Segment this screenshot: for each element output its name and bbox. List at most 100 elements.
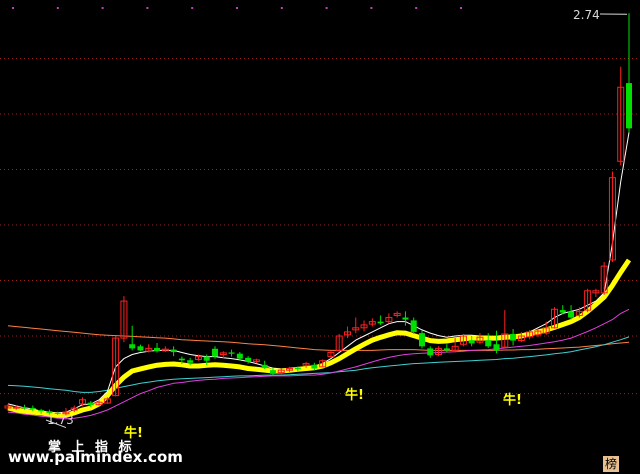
candle-body-up [194,356,202,360]
candle-body-down [443,348,450,351]
indicator-name: 掌 上 指 标 [48,440,135,455]
white-series [7,132,630,414]
candle-body-up [286,368,294,371]
candle-body-down [129,344,136,349]
candle-body-down [311,364,318,369]
top-marker-dot [12,7,14,9]
candle-body-down [402,317,409,320]
candle-body-down [236,353,243,359]
candle-body-up [575,310,583,316]
candle-body-down [87,402,94,406]
candle-body-down [568,311,575,318]
candle-body-up [319,360,327,368]
candle-body-down [294,367,301,370]
candle-body-up [501,333,509,348]
candle-body-up [526,331,534,338]
candle-body-up [335,335,343,351]
candle-body-up [592,290,600,294]
candle-body-down [212,348,218,357]
candle-body-up [252,359,260,363]
candle-body-down [559,310,566,313]
candle-body-up [476,336,484,343]
candle-body-up [617,86,625,162]
orange-series [7,325,630,351]
candle-body-down [137,346,144,351]
candle-body-up [459,335,467,345]
candle-body-up [161,348,169,352]
candle-body-up [550,308,558,329]
candle-body-down [493,344,500,351]
top-marker-dot [370,7,373,9]
candle-body-down [485,340,492,347]
candle-body-up [360,324,368,329]
candle-body-up [70,407,78,411]
candle-body-down [178,358,185,361]
candle-body-up [277,369,285,374]
candle-body-down [21,407,28,409]
candle-body-down [261,364,268,369]
candle-body-up [542,327,550,334]
top-marker-dot [146,7,149,9]
top-marker-dot [325,7,328,9]
corner-badge: 榜 [603,456,619,472]
buy-signal-label: 牛! [345,388,364,403]
candle-body-up [600,265,608,294]
candle-body-up [145,347,153,352]
candle-body-down [203,356,210,361]
top-marker-dot [236,7,238,9]
watermark-url: www.palmindex.com [8,448,183,466]
candle-body-up [584,290,592,311]
candle-body-down [468,340,475,344]
candle-body-up [79,399,87,405]
candle-body-up [103,398,111,404]
candle-body-up [534,330,542,336]
candle-body-up [393,312,401,316]
thick-yellow-series [7,258,632,418]
candle-body-up [327,351,335,358]
candle-body-down [29,407,36,409]
magenta-series [7,308,630,420]
candle-body-down [228,352,235,354]
candle-body-up [95,401,103,406]
candle-body-up [120,300,128,339]
candle-body-down [410,320,417,332]
candle-body-down [419,333,425,347]
candle-body-down [46,411,53,413]
candle-body-down [187,360,194,363]
candle-body-down [626,83,632,129]
candle-body-up [368,321,376,325]
top-marker-dot [101,7,104,9]
candle-body-down [245,357,252,362]
candle-body-up [62,411,70,415]
candle-body-up [435,347,443,356]
candle-body-up [385,317,393,323]
candle-body-up [302,363,310,366]
max-price-label: 2.74 [573,8,600,22]
candle-body-up [12,406,20,409]
top-marker-dot [191,7,194,9]
top-marker-dot [280,7,283,9]
candle-body-down [38,410,45,412]
candle-body-up [451,345,459,351]
buy-signal-label: 牛! [124,426,143,441]
candle-body-down [269,370,276,374]
candle-body-up [219,352,227,356]
candle-body-down [510,333,517,341]
candle-body-up [343,331,351,336]
min-price-pointer [45,419,67,429]
candle-body-up [352,327,360,331]
candle-body-up [112,337,120,397]
buy-signal-label: 牛! [503,393,522,408]
top-marker-dot [415,7,418,9]
min-price-label: 1.73 [47,413,74,427]
top-marker-dot [56,7,59,9]
candle-body-down [170,349,177,353]
candle-body-down [154,347,161,352]
candle-body-down [377,321,384,324]
top-marker-dot [460,7,462,9]
candle-body-up [4,405,12,409]
candle-body-down [54,412,61,414]
candle-body-up [608,177,616,261]
